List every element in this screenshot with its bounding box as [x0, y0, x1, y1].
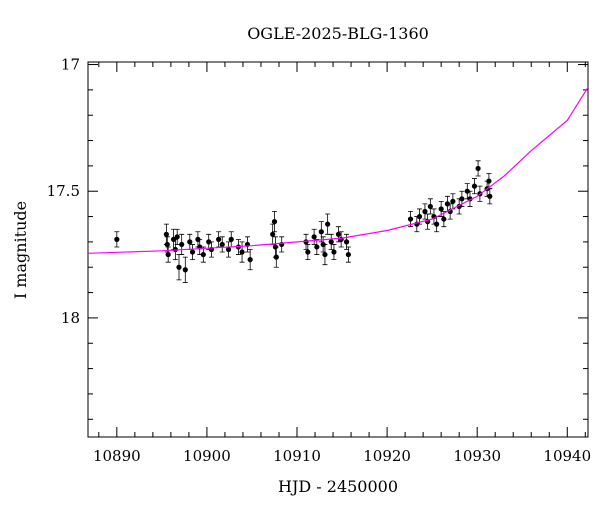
data-point: [271, 219, 278, 225]
x-tick-label: 10890: [93, 447, 141, 465]
data-point: [176, 264, 182, 270]
data-point: [471, 183, 478, 189]
data-point: [273, 254, 279, 260]
data-point: [189, 249, 196, 255]
model-curve: [87, 86, 589, 254]
data-point: [247, 257, 253, 263]
data-point: [343, 239, 350, 245]
data-point: [450, 198, 456, 204]
data-point: [325, 221, 331, 227]
data-point: [318, 229, 324, 235]
data-point: [179, 241, 185, 248]
data-point: [407, 216, 414, 222]
data-point: [228, 236, 234, 242]
data-point: [219, 241, 225, 248]
x-tick-label: 10900: [183, 447, 231, 465]
data-point: [459, 196, 465, 202]
data-point: [311, 234, 317, 240]
data-point: [165, 251, 171, 258]
y-tick-label: 17: [61, 56, 80, 74]
data-point: [270, 231, 276, 237]
data-point: [328, 239, 334, 245]
data-point: [441, 216, 447, 222]
x-tick-label: 10930: [453, 447, 501, 465]
data-point: [174, 234, 180, 240]
y-axis-label: I magnitude: [11, 201, 30, 299]
data-point: [239, 249, 245, 255]
data-point: [187, 239, 193, 245]
data-point: [464, 188, 470, 194]
y-tick-label: 17.5: [47, 182, 80, 200]
data-point: [314, 244, 320, 250]
plot-frame: [87, 61, 589, 438]
data-point: [225, 246, 232, 253]
chart-title: OGLE-2025-BLG-1360: [247, 24, 429, 43]
data-point: [422, 208, 428, 215]
data-point: [475, 165, 481, 172]
data-point: [427, 203, 433, 210]
y-tick-label: 18: [61, 309, 80, 327]
data-point: [114, 236, 120, 242]
data-point: [216, 236, 222, 242]
data-point: [331, 249, 337, 255]
data-point: [305, 249, 311, 255]
data-point: [434, 221, 440, 227]
x-axis-label: HJD - 2450000: [278, 477, 398, 496]
data-point: [438, 206, 444, 212]
data-point: [322, 251, 328, 258]
data-point: [345, 251, 351, 258]
x-tick-label: 10910: [273, 447, 321, 465]
data-point: [164, 241, 170, 248]
data-point: [416, 213, 423, 220]
data-point: [487, 193, 493, 199]
data-point: [335, 231, 342, 237]
data-point: [444, 201, 451, 207]
x-tick-label: 10920: [363, 447, 411, 465]
data-point: [163, 231, 169, 237]
data-point: [206, 239, 212, 245]
data-point: [486, 178, 492, 184]
x-tick-label: 10940: [543, 447, 591, 465]
data-point: [200, 251, 206, 258]
data-point: [182, 267, 188, 273]
